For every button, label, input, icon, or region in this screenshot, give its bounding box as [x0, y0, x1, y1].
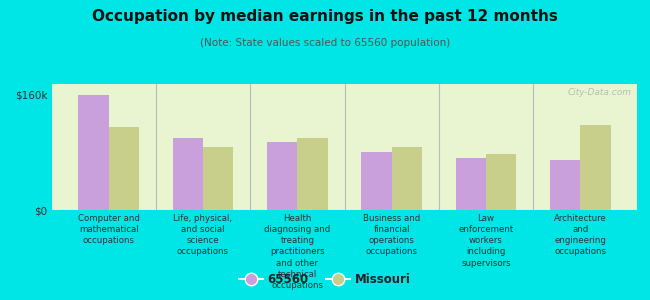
Text: (Note: State values scaled to 65560 population): (Note: State values scaled to 65560 popu…	[200, 38, 450, 47]
Bar	[109, 127, 139, 210]
Bar	[173, 138, 203, 210]
Bar	[361, 152, 392, 210]
Bar	[267, 142, 297, 210]
Bar	[297, 138, 328, 210]
Bar	[456, 158, 486, 210]
Bar	[203, 147, 233, 210]
Bar	[392, 147, 422, 210]
Text: City-Data.com: City-Data.com	[567, 88, 631, 97]
Bar	[486, 154, 516, 210]
Bar	[580, 125, 610, 210]
Legend: 65560, Missouri: 65560, Missouri	[235, 269, 415, 291]
Bar	[550, 160, 580, 210]
Bar	[79, 95, 109, 210]
Text: Occupation by median earnings in the past 12 months: Occupation by median earnings in the pas…	[92, 9, 558, 24]
